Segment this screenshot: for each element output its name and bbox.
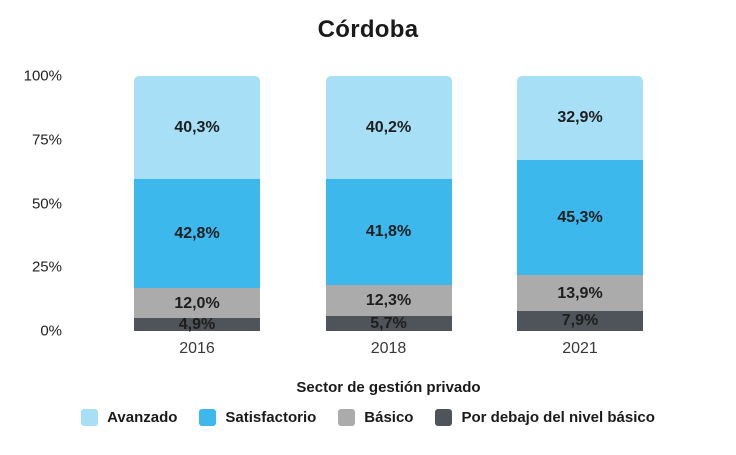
legend-label: Básico	[364, 409, 414, 426]
segment-value-label: 41,8%	[365, 223, 412, 241]
segment-value-label: 32,9%	[557, 109, 603, 127]
x-axis-title: Sector de gestión privado	[296, 379, 481, 396]
segment-value-label: 5,7%	[370, 315, 407, 333]
segment-value-label: 40,3%	[174, 118, 220, 136]
legend-item-básico: Básico	[338, 409, 413, 426]
segment-satisfactorio: 45,3%	[517, 159, 643, 276]
y-tick-label: 100%	[23, 67, 62, 85]
x-tick-label-2021: 2021	[562, 340, 598, 357]
legend-item-por-debajo-del-nivel-básico: Por debajo del nivel básico	[435, 409, 655, 426]
y-axis: 100% 75% 50% 25% 0%	[0, 68, 62, 340]
segment-value-label: 12,3%	[365, 292, 412, 310]
segment-avanzado: 40,2%	[325, 76, 452, 179]
segment-básico: 12,0%	[134, 287, 260, 319]
x-axis: 2016 2018 2021	[134, 340, 643, 358]
legend-item-avanzado: Avanzado	[81, 409, 177, 426]
chart-title: Córdoba	[317, 16, 419, 43]
legend-item-satisfactorio: Satisfactorio	[199, 409, 316, 426]
legend: Avanzado Satisfactorio Básico Por debajo de…	[0, 409, 736, 426]
y-tick-label: 0%	[40, 322, 62, 340]
segment-básico: 12,3%	[325, 285, 452, 317]
segment-value-label: 13,9%	[557, 284, 603, 302]
y-tick-label: 75%	[31, 131, 62, 149]
segment-value-label: 12,0%	[174, 294, 220, 312]
segment-por-debajo-del-nivel-básico: 7,9%	[517, 310, 643, 331]
y-tick-label: 25%	[31, 258, 62, 276]
segment-por-debajo-del-nivel-básico: 5,7%	[325, 315, 452, 333]
segment-satisfactorio: 41,8%	[325, 178, 452, 286]
legend-swatch-icon	[81, 409, 99, 426]
legend-swatch-icon	[338, 409, 356, 426]
segment-básico: 13,9%	[517, 275, 643, 311]
bar-2018: 40,2% 41,8% 12,3% 5,7%	[325, 76, 452, 333]
legend-swatch-icon	[199, 409, 217, 426]
legend-label: Satisfactorio	[225, 409, 317, 426]
segment-value-label: 45,3%	[557, 209, 603, 227]
bar-2016: 40,3% 42,8% 12,0% 4,9%	[134, 76, 260, 334]
x-tick-label-2018: 2018	[370, 340, 407, 357]
x-tick-label-2016: 2016	[179, 340, 215, 357]
y-tick-label: 50%	[31, 195, 62, 212]
legend-swatch-icon	[435, 409, 453, 426]
segment-satisfactorio: 42,8%	[134, 178, 260, 288]
segment-avanzado: 40,3%	[134, 76, 260, 179]
segment-value-label: 4,9%	[178, 316, 216, 334]
segment-value-label: 40,2%	[365, 118, 412, 136]
legend-label: Avanzado	[107, 409, 178, 426]
legend-label: Por debajo del nivel básico	[461, 409, 655, 426]
plot-area: 40,3% 42,8% 12,0% 4,9% 40,2% 41,8% 12,3% 5,7% 32…	[134, 76, 643, 334]
segment-value-label: 7,9%	[561, 312, 599, 330]
segment-avanzado: 32,9%	[517, 76, 643, 160]
bar-2021: 32,9% 45,3% 13,9% 7,9%	[517, 76, 643, 331]
segment-value-label: 42,8%	[174, 224, 220, 242]
segment-por-debajo-del-nivel-básico: 4,9%	[134, 316, 260, 334]
